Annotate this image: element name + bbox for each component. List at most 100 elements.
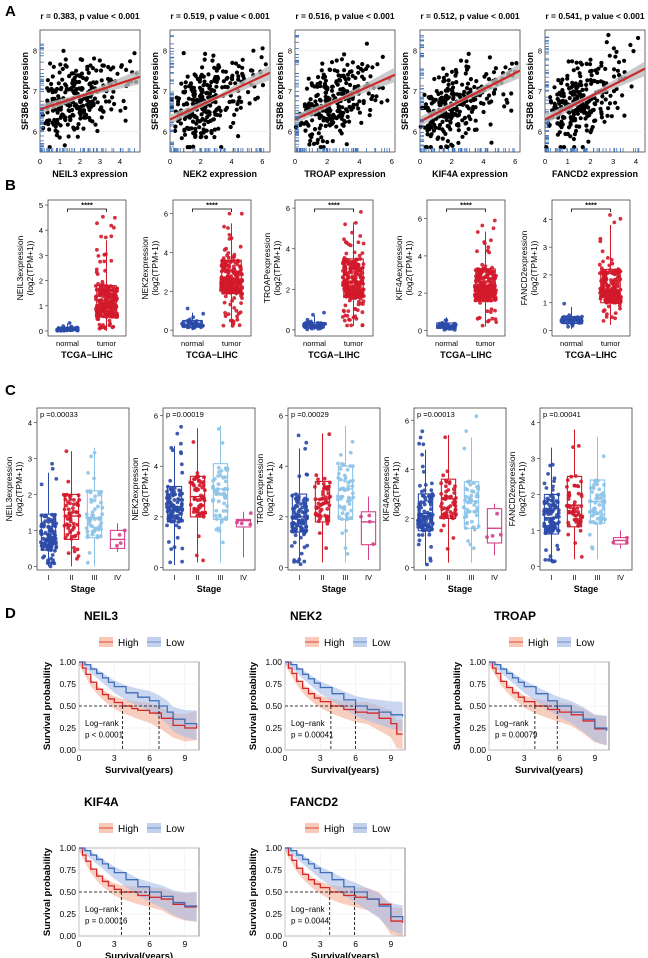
data-point bbox=[302, 511, 307, 515]
scatter-point bbox=[466, 114, 471, 119]
scatter-point bbox=[343, 107, 349, 112]
scatter-point bbox=[246, 90, 251, 95]
scatter-point bbox=[558, 92, 563, 97]
scatter-point bbox=[57, 135, 62, 140]
scatter-point bbox=[335, 69, 340, 74]
scatter-point bbox=[174, 95, 179, 100]
x-tick-label: 6 bbox=[390, 157, 394, 166]
scatter-point bbox=[445, 88, 450, 93]
data-point bbox=[104, 294, 109, 299]
data-point bbox=[321, 492, 325, 497]
data-point bbox=[601, 275, 606, 280]
data-point bbox=[104, 252, 108, 257]
scatter-point bbox=[334, 80, 339, 85]
scatter-point bbox=[584, 100, 589, 105]
data-point bbox=[555, 543, 560, 548]
data-point bbox=[75, 556, 79, 561]
scatter-plot-0: 0 1 2 3 4 6 7 8 NEIL3 expression SF3B6 expression… bbox=[20, 11, 141, 179]
scatter-point bbox=[201, 127, 206, 132]
x-tick-label: 0 bbox=[168, 157, 172, 166]
legend-low-swatch bbox=[557, 637, 571, 647]
y-tick-label: 0 bbox=[28, 562, 32, 571]
data-point bbox=[111, 298, 116, 303]
scatter-point bbox=[573, 128, 579, 134]
data-point bbox=[367, 513, 372, 518]
scatter-point bbox=[90, 99, 95, 104]
data-point bbox=[295, 504, 300, 508]
data-point bbox=[420, 533, 425, 537]
km-title: NEIL3 bbox=[84, 609, 118, 623]
data-point bbox=[69, 511, 73, 516]
scatter-point bbox=[356, 70, 361, 75]
x-axis-title: Stage bbox=[322, 584, 347, 594]
scatter-point bbox=[559, 81, 564, 86]
scatter-point bbox=[345, 89, 350, 94]
data-point bbox=[46, 517, 51, 521]
scatter-point bbox=[441, 79, 446, 84]
data-point bbox=[486, 245, 491, 250]
scatter-point bbox=[63, 57, 68, 62]
data-point bbox=[344, 251, 349, 256]
scatter-point bbox=[622, 113, 627, 118]
scatter-point bbox=[357, 99, 362, 104]
data-point bbox=[468, 482, 473, 487]
scatter-point bbox=[354, 102, 359, 107]
data-point bbox=[578, 528, 583, 533]
x-tick-label: 9 bbox=[183, 753, 188, 763]
data-point bbox=[342, 504, 347, 509]
data-point bbox=[239, 301, 244, 305]
scatter-point bbox=[75, 104, 80, 109]
scatter-point bbox=[311, 141, 317, 146]
data-point bbox=[98, 286, 103, 290]
data-point bbox=[115, 543, 119, 548]
data-point bbox=[595, 482, 599, 487]
data-point bbox=[118, 541, 123, 545]
data-point bbox=[416, 542, 421, 547]
scatter-point bbox=[361, 100, 366, 106]
scatter-point bbox=[325, 139, 330, 145]
data-point bbox=[175, 535, 180, 540]
x-axis-title: KIF4A expression bbox=[432, 169, 508, 179]
scatter-point bbox=[556, 78, 561, 83]
scatter-point bbox=[183, 84, 188, 90]
data-point bbox=[346, 309, 351, 313]
panel-a-scatter-plots: 0 1 2 3 4 6 7 8 NEIL3 expression SF3B6 expression… bbox=[20, 11, 646, 179]
scatter-point bbox=[596, 66, 601, 71]
x-tick-label: 9 bbox=[183, 939, 188, 949]
scatter-point bbox=[99, 78, 104, 83]
x-tick-label: 3 bbox=[522, 753, 527, 763]
data-point bbox=[603, 292, 607, 296]
scatter-point bbox=[225, 75, 230, 80]
y-axis-title: SF3B6 expression bbox=[150, 52, 160, 130]
y-tick-label: 8 bbox=[163, 46, 167, 55]
y-tick-label: 6 bbox=[279, 412, 283, 421]
data-point bbox=[68, 501, 72, 506]
y-axis-title: SF3B6 expression bbox=[400, 52, 410, 130]
data-point bbox=[167, 518, 172, 522]
data-point bbox=[430, 481, 434, 486]
data-point bbox=[299, 551, 304, 556]
data-point bbox=[551, 484, 555, 489]
data-point bbox=[479, 295, 483, 300]
y-axis-title: TROAPexpression bbox=[255, 454, 265, 525]
data-point bbox=[441, 473, 446, 478]
scatter-point bbox=[74, 68, 79, 73]
scatter-point bbox=[319, 135, 324, 140]
y-axis-title: NEIL3expression bbox=[15, 235, 25, 300]
data-point bbox=[290, 544, 294, 548]
data-point bbox=[192, 507, 197, 512]
data-point bbox=[185, 306, 190, 311]
data-point bbox=[344, 240, 348, 245]
data-point bbox=[305, 543, 310, 548]
scatter-point bbox=[124, 67, 129, 72]
scatter-point bbox=[561, 115, 566, 120]
scatter-point bbox=[237, 95, 242, 100]
data-point bbox=[216, 474, 221, 478]
data-point bbox=[107, 318, 112, 323]
data-point bbox=[343, 303, 348, 308]
data-point bbox=[172, 486, 177, 490]
y-axis-subtitle: (log2(TPM+1)) bbox=[517, 461, 527, 516]
scatter-point bbox=[466, 51, 471, 57]
data-point bbox=[428, 558, 433, 563]
data-point bbox=[230, 269, 234, 273]
